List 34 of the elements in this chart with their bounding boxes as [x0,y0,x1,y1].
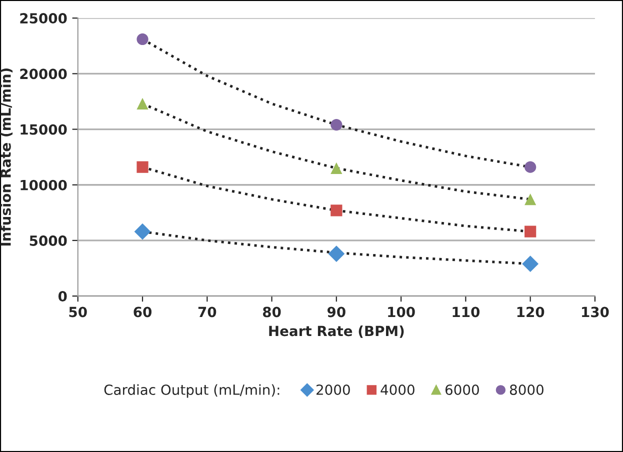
x-axis-title: Heart Rate (BPM) [269,325,404,338]
point [524,194,536,206]
point [330,162,342,174]
point [330,204,342,216]
x-tick-label: 70 [198,306,216,318]
y-tick-label: 15000 [20,124,67,135]
point [330,119,342,131]
legend-title: Cardiac Output (mL/min): [104,384,280,398]
y-tick-label: 0 [58,291,67,302]
point [328,246,345,262]
y-axis-title: Infusion Rate (mL/min) [0,68,13,246]
y-tick-label: 25000 [20,13,67,24]
point [136,161,148,173]
legend-label: 2000 [316,384,350,396]
x-tick-label: 80 [262,306,281,318]
legend-label: 4000 [380,384,414,396]
x-tick-label: 100 [388,306,415,318]
point [524,161,536,173]
point [136,33,148,46]
x-tick-label: 50 [69,306,87,318]
x-tick-label: 90 [327,306,346,318]
legend-label: 8000 [510,384,544,396]
point [524,226,536,238]
x-tick-label: 130 [582,306,609,318]
y-tick-label: 10000 [20,180,67,190]
x-tick-label: 120 [517,306,544,318]
x-tick-label: 110 [452,306,480,318]
point [134,223,151,240]
point [522,256,539,272]
legend-label: 6000 [445,384,479,396]
point [136,98,148,110]
y-tick-label: 5000 [30,235,67,246]
y-tick-label: 20000 [20,68,67,80]
x-tick-label: 60 [134,306,152,318]
